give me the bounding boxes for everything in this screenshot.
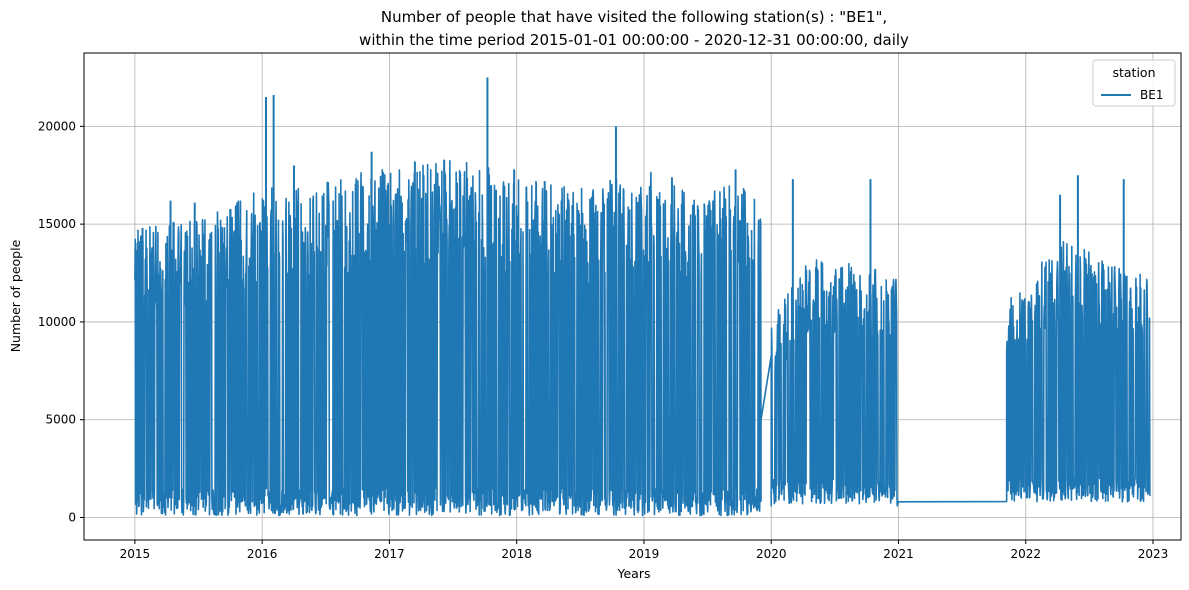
x-tick-label: 2018 <box>501 547 532 561</box>
x-tick-label: 2016 <box>247 547 278 561</box>
x-tick-label: 2017 <box>374 547 405 561</box>
y-tick-label: 0 <box>68 511 76 525</box>
series-line-BE1 <box>134 160 1151 517</box>
legend-label-BE1: BE1 <box>1140 88 1163 102</box>
x-tick-label: 2019 <box>629 547 660 561</box>
y-tick-label: 10000 <box>38 315 76 329</box>
x-tick-label: 2015 <box>120 547 151 561</box>
y-tick-label: 5000 <box>45 413 76 427</box>
y-axis-ticks: 0 5000 10000 15000 20000 <box>38 119 84 525</box>
data-series-BE1 <box>134 77 1151 517</box>
x-tick-label: 2020 <box>756 547 787 561</box>
plot-frame <box>83 52 1182 541</box>
x-axis-ticks: 2015 2016 2017 2018 2019 2020 2021 2022 2023 <box>120 540 1169 561</box>
y-axis-label: Number of people <box>8 239 23 352</box>
y-tick-label: 20000 <box>38 119 76 133</box>
chart-title-line-2: within the time period 2015-01-01 00:00:… <box>359 31 909 49</box>
x-tick-label: 2021 <box>883 547 914 561</box>
x-tick-label: 2023 <box>1138 547 1169 561</box>
x-tick-label: 2022 <box>1010 547 1041 561</box>
y-tick-label: 15000 <box>38 217 76 231</box>
legend-title: station <box>1112 65 1155 80</box>
x-axis-label: Years <box>617 566 651 581</box>
legend: station BE1 <box>1092 59 1176 107</box>
chart-title-line-1: Number of people that have visited the f… <box>381 8 887 26</box>
